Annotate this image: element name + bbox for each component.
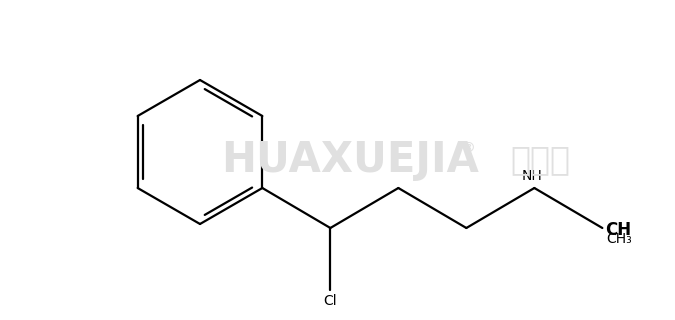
Text: NH: NH: [522, 169, 543, 183]
Text: CH₃: CH₃: [606, 232, 632, 246]
Text: ®: ®: [461, 141, 475, 155]
Text: CH: CH: [605, 221, 631, 239]
Text: Cl: Cl: [323, 294, 338, 308]
Text: HUAXUEJIA: HUAXUEJIA: [221, 139, 479, 181]
Text: 化学加: 化学加: [510, 143, 570, 177]
